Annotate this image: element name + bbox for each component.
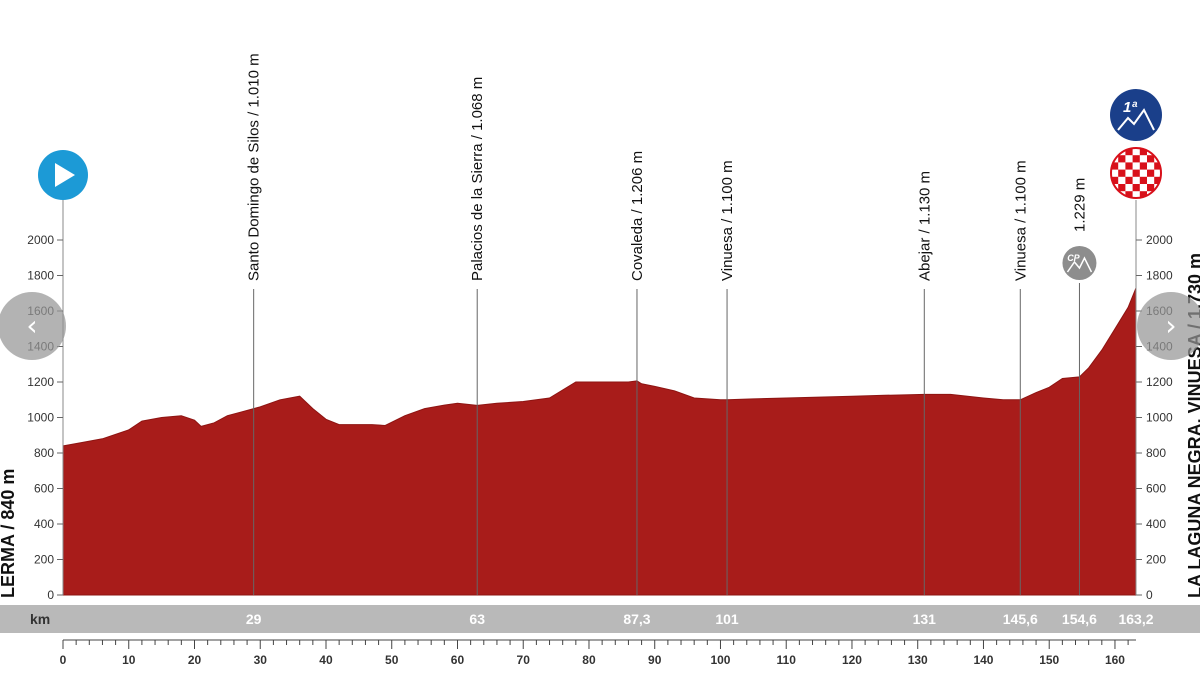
- y-tick-label-right: 1800: [1146, 269, 1173, 283]
- x-tick-label: 110: [777, 653, 797, 667]
- y-tick-label-left: 200: [34, 553, 54, 567]
- x-tick-label: 140: [973, 653, 993, 667]
- waypoint-label: Vinuesa / 1.100 m: [719, 160, 736, 281]
- y-tick-label-right: 0: [1146, 588, 1153, 602]
- x-tick-label: 80: [582, 653, 596, 667]
- y-tick-label-left: 1000: [27, 411, 54, 425]
- waypoint-km-label: 145,6: [1003, 611, 1038, 627]
- waypoint-label: Covaleda / 1.206 m: [629, 151, 646, 281]
- x-tick-label: 0: [60, 653, 67, 667]
- x-tick-label: 70: [517, 653, 531, 667]
- waypoint-km-label: 131: [913, 611, 937, 627]
- climb-category-mountain: [1117, 108, 1155, 131]
- y-tick-label-left: 1800: [27, 269, 54, 283]
- sprint-badge-label: CP: [1067, 253, 1080, 263]
- y-tick-label-right: 1200: [1146, 375, 1173, 389]
- waypoint-km-label: 29: [246, 611, 262, 627]
- y-tick-label-right: 2000: [1146, 233, 1173, 247]
- km-bar: [0, 605, 1200, 633]
- checkered-flag-border: [1110, 147, 1162, 199]
- sprint-badge-mountain: [1066, 256, 1093, 273]
- x-tick-label: 120: [842, 653, 862, 667]
- x-tick-label: 130: [908, 653, 928, 667]
- y-tick-label-right: 200: [1146, 553, 1166, 567]
- elevation-area: [62, 287, 1137, 596]
- climb-category-icon: [1110, 89, 1162, 141]
- sprint-badge-icon: [1062, 246, 1097, 280]
- x-tick-label: 30: [254, 653, 268, 667]
- y-tick-label-right: 1000: [1146, 411, 1173, 425]
- waypoint-label: Palacios de la Sierra / 1.068 m: [469, 77, 486, 281]
- play-icon-triangle: [55, 163, 75, 187]
- waypoint-label: Vinuesa / 1.100 m: [1012, 160, 1029, 281]
- x-tick-label: 160: [1105, 653, 1125, 667]
- waypoint-label: Santo Domingo de Silos / 1.010 m: [246, 53, 263, 281]
- start-label: LERMA / 840 m: [0, 469, 18, 598]
- waypoint-label: Abejar / 1.130 m: [916, 171, 933, 281]
- y-tick-label-right: 600: [1146, 482, 1166, 496]
- next-slide-button[interactable]: ›: [1137, 292, 1200, 360]
- waypoint-label: 1.229 m: [1071, 178, 1088, 232]
- previous-slide-button[interactable]: ‹: [0, 292, 66, 360]
- y-tick-label-right: 800: [1146, 446, 1166, 460]
- waypoint-km-label: 163,2: [1118, 611, 1153, 627]
- y-tick-label-left: 2000: [27, 233, 54, 247]
- y-tick-label-right: 400: [1146, 517, 1166, 531]
- waypoint-km-label: 87,3: [623, 611, 650, 627]
- y-tick-label-left: 600: [34, 482, 54, 496]
- x-tick-label: 100: [710, 653, 730, 667]
- y-tick-label-left: 0: [47, 588, 54, 602]
- x-tick-label: 50: [385, 653, 399, 667]
- x-tick-label: 40: [319, 653, 333, 667]
- x-tick-label: 20: [188, 653, 202, 667]
- x-tick-label: 90: [648, 653, 662, 667]
- waypoint-km-label: 63: [469, 611, 485, 627]
- chevron-right-icon: ›: [1165, 309, 1177, 342]
- km-bar-label: km: [30, 611, 50, 627]
- y-tick-label-left: 400: [34, 517, 54, 531]
- waypoint-km-label: 101: [715, 611, 739, 627]
- x-tick-label: 60: [451, 653, 465, 667]
- x-tick-label: 10: [122, 653, 136, 667]
- chevron-left-icon: ‹: [26, 309, 38, 342]
- y-tick-label-left: 800: [34, 446, 54, 460]
- waypoint-km-label: 154,6: [1062, 611, 1097, 627]
- climb-category-label: 1ª: [1123, 99, 1137, 116]
- x-tick-label: 150: [1039, 653, 1059, 667]
- y-tick-label-left: 1200: [27, 375, 54, 389]
